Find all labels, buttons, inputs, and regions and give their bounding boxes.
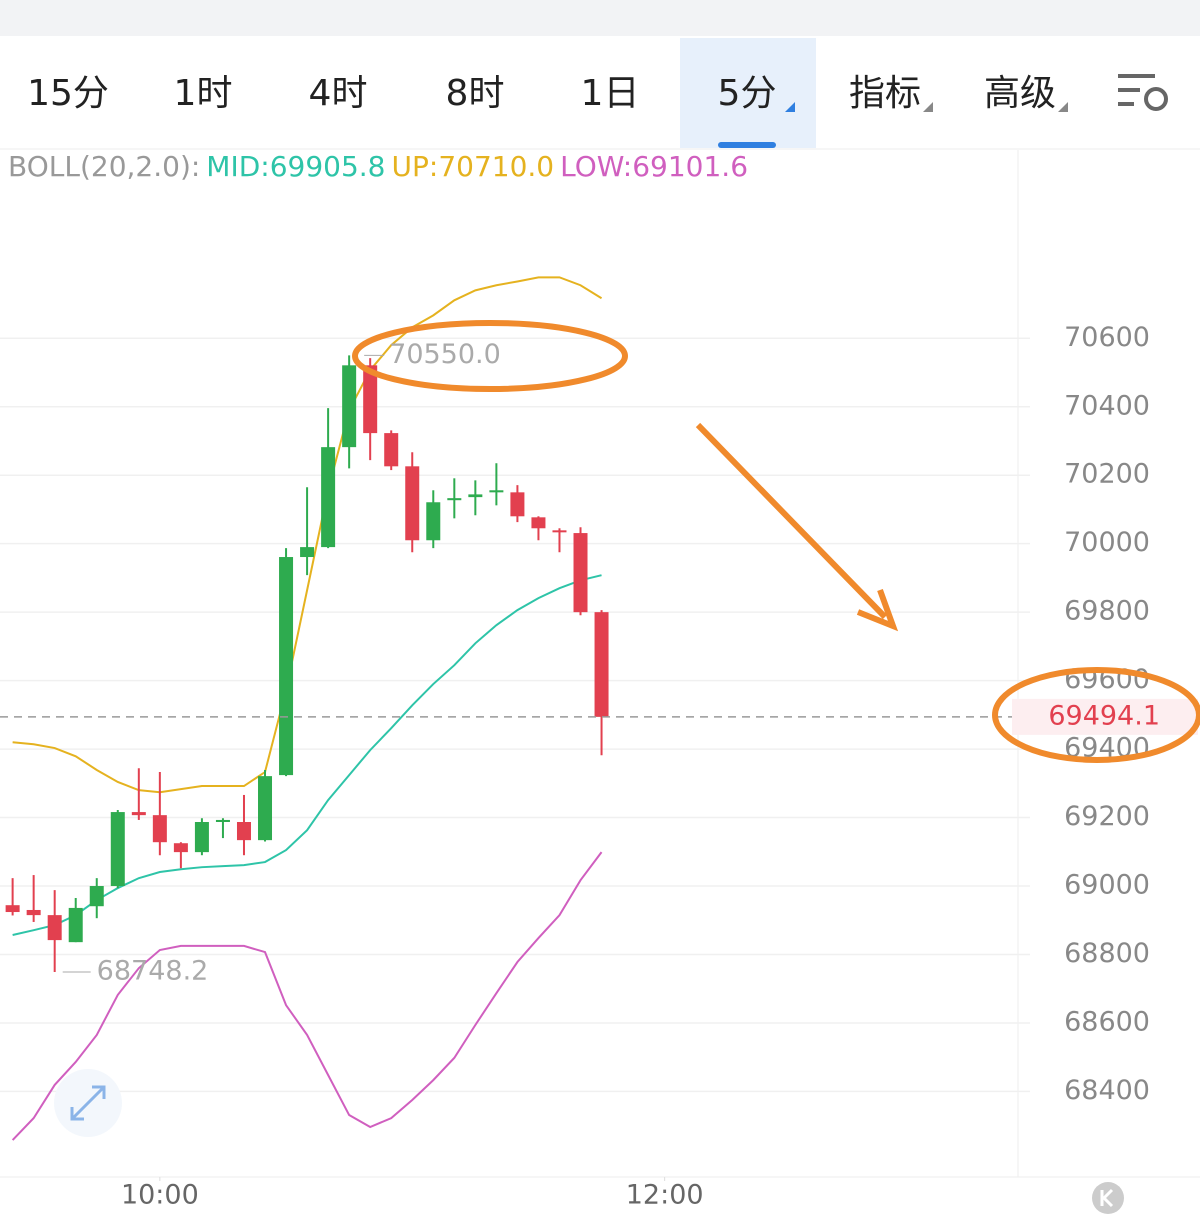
candle-body xyxy=(342,365,357,448)
last-price-label: 69494.1 xyxy=(1048,700,1160,731)
candle-body xyxy=(152,815,167,843)
dropdown-caret xyxy=(923,102,933,112)
candle-body xyxy=(447,498,462,501)
y-tick-label: 69200 xyxy=(1064,801,1150,832)
x-tick-label: 12:00 xyxy=(626,1180,704,1211)
candle-body xyxy=(384,433,399,467)
trend-arrow xyxy=(695,422,888,620)
candle-body xyxy=(5,905,20,913)
candle-body xyxy=(300,547,315,558)
tab[interactable]: 8时 xyxy=(446,73,505,114)
candle-body xyxy=(531,517,546,529)
dropdown-caret xyxy=(785,102,795,112)
tab[interactable]: 指标 xyxy=(849,73,921,114)
y-tick-label: 70600 xyxy=(1064,322,1150,353)
candle-body xyxy=(215,819,230,823)
candle-body xyxy=(89,886,104,907)
y-tick-label: 70400 xyxy=(1064,390,1150,421)
y-tick-label: 70000 xyxy=(1064,527,1150,558)
y-tick-label: 68400 xyxy=(1064,1075,1150,1106)
candle-body xyxy=(321,447,336,548)
legend-entry: MID:69905.8 xyxy=(206,150,385,183)
y-tick-label: 70200 xyxy=(1064,459,1150,490)
indicator-legend: BOLL(20,2.0): MID:69905.8 UP:70710.0 LOW:69… xyxy=(8,150,748,183)
candle-body xyxy=(173,843,188,853)
indicator-lines xyxy=(11,276,603,1141)
candle-body xyxy=(258,776,273,841)
candle-body xyxy=(110,812,125,887)
candle-body xyxy=(68,907,83,943)
candle-body xyxy=(194,822,209,853)
labels: 6840068600688006900069200694006960069800… xyxy=(0,322,1198,1211)
x-tick-label: 10:00 xyxy=(121,1180,199,1211)
boll-line xyxy=(12,276,603,794)
annotations xyxy=(352,320,1200,763)
last-price-box xyxy=(1012,698,1198,735)
indicator-name: BOLL(20,2.0): xyxy=(8,150,200,183)
candle-body xyxy=(594,612,609,717)
tab[interactable]: 1日 xyxy=(581,73,640,114)
high-label: 70550.0 xyxy=(389,339,501,370)
y-tick-label: 68600 xyxy=(1064,1006,1150,1037)
candle-body xyxy=(510,492,525,517)
tab[interactable]: 4时 xyxy=(309,73,368,114)
candle-body xyxy=(131,812,146,816)
boll-line xyxy=(12,574,602,936)
tab-bar: 15分 1时 4时 8时 1日 5分 指标 高级 xyxy=(27,73,1068,114)
low-label: 68748.2 xyxy=(97,955,209,986)
trend-arrow-head xyxy=(856,588,899,632)
tab[interactable]: 高级 xyxy=(984,73,1056,114)
highlight-ellipse xyxy=(992,667,1200,763)
y-tick-label: 69800 xyxy=(1064,596,1150,627)
boll-line xyxy=(11,851,603,1141)
candle-body xyxy=(26,909,41,916)
candle-body xyxy=(363,365,378,434)
dropdown-caret xyxy=(1058,102,1068,112)
tab[interactable]: 15分 xyxy=(27,73,109,114)
active-tab-underline xyxy=(718,142,776,148)
highlight-ellipse xyxy=(352,320,628,392)
active-tab-bg xyxy=(680,38,816,148)
legend-entry: UP:70710.0 xyxy=(392,150,555,183)
settings-icon[interactable] xyxy=(1118,74,1168,111)
candle-body xyxy=(426,502,441,541)
grid xyxy=(0,337,1030,1181)
y-tick-label: 68800 xyxy=(1064,938,1150,969)
candle-body xyxy=(236,822,251,841)
candle-body xyxy=(47,915,62,941)
y-tick-label: 69000 xyxy=(1064,870,1150,901)
scroll-latest-button[interactable] xyxy=(1092,1182,1124,1214)
tab[interactable]: 5分 xyxy=(718,73,777,114)
expand-icon[interactable] xyxy=(54,1069,122,1137)
candles xyxy=(5,355,609,972)
candle-body xyxy=(552,530,567,533)
tab[interactable]: 1时 xyxy=(174,73,233,114)
candle-body xyxy=(279,557,294,776)
legend-entry: LOW:69101.6 xyxy=(560,150,748,183)
candle-body xyxy=(405,466,420,541)
candle-body xyxy=(573,533,588,613)
candle-body xyxy=(489,490,504,493)
candle-body xyxy=(468,494,483,498)
status-bar xyxy=(0,0,1200,36)
